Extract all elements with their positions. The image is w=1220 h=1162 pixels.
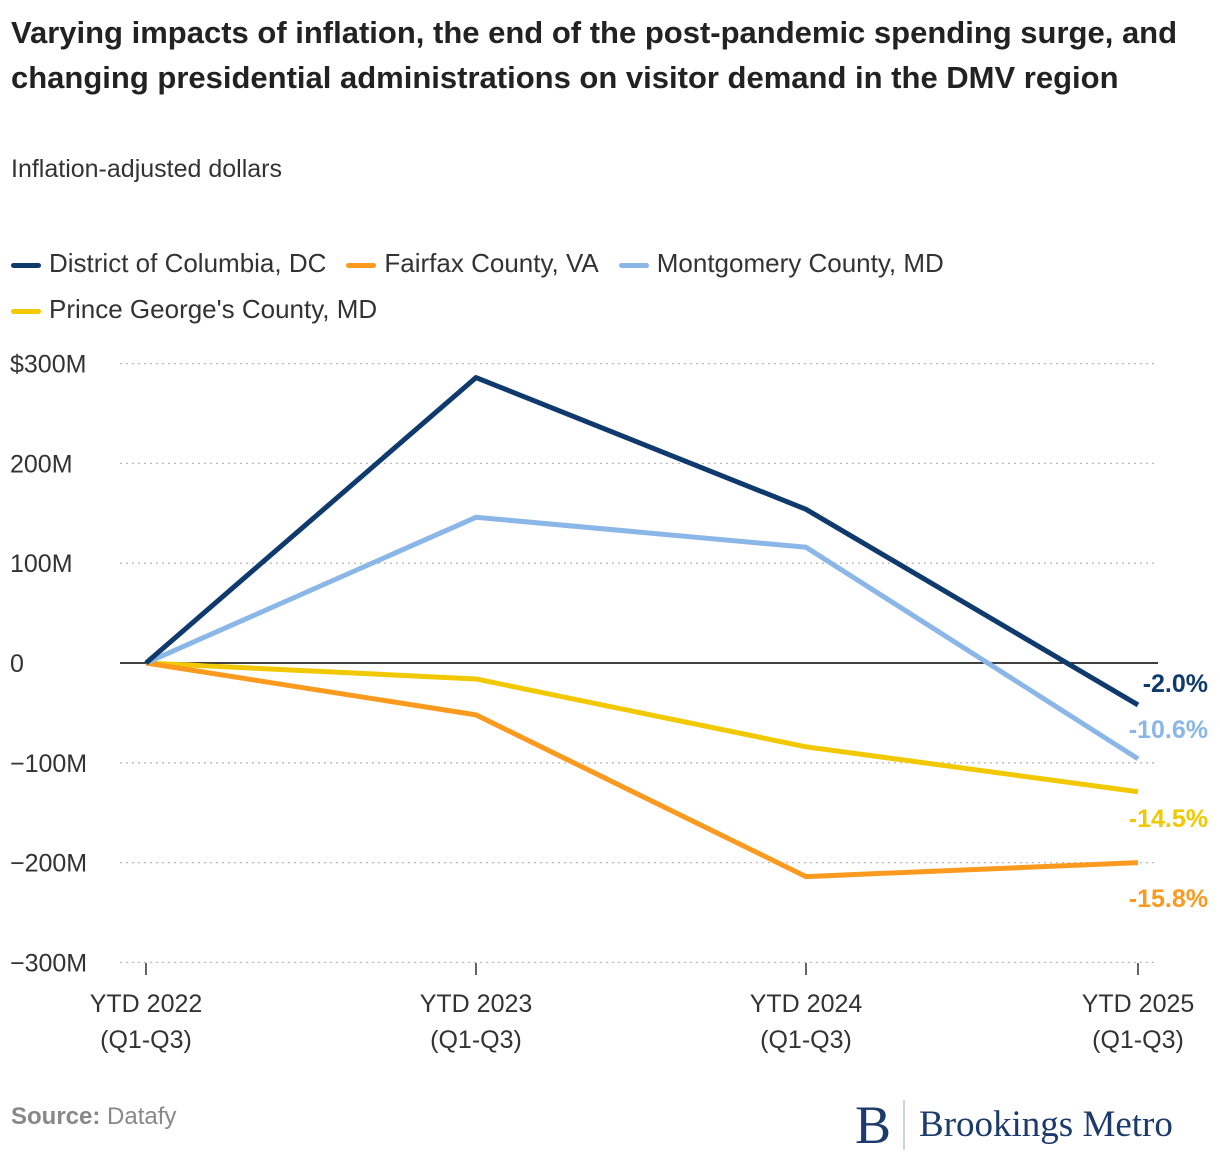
end-label: -10.6%	[1129, 716, 1208, 744]
legend-label: Prince George's County, MD	[49, 294, 378, 324]
legend-swatch	[618, 262, 649, 268]
x-tick-label: (Q1-Q3)	[430, 1026, 522, 1054]
legend-swatch	[346, 262, 377, 268]
x-tick-label: (Q1-Q3)	[100, 1026, 192, 1054]
series-line	[145, 660, 1139, 795]
y-tick-label: 200M	[10, 450, 73, 478]
x-tick-label: YTD 2024	[750, 990, 863, 1018]
brookings-metro-logo: B Brookings Metro	[855, 1094, 1173, 1155]
end-label: -2.0%	[1143, 670, 1208, 698]
series-line	[145, 660, 1139, 880]
legend-swatch	[11, 262, 41, 268]
series-line	[144, 375, 1140, 708]
x-tick-label: (Q1-Q3)	[1092, 1026, 1184, 1054]
legend-label: District of Columbia, DC	[49, 248, 327, 278]
legend-item: Fairfax County, VA	[346, 240, 599, 286]
x-tick-label: YTD 2023	[420, 990, 533, 1018]
legend-item: Prince George's County, MD	[11, 286, 377, 332]
legend-swatch	[11, 308, 41, 314]
legend-label: Montgomery County, MD	[656, 248, 944, 278]
y-tick-label: −200M	[10, 850, 87, 878]
source-value: Datafy	[107, 1103, 177, 1130]
x-tick-label: YTD 2022	[90, 990, 203, 1018]
y-tick-label: 0	[10, 650, 24, 678]
x-tick-label: YTD 2025	[1082, 990, 1195, 1018]
source-note: Source: Datafy	[11, 1103, 176, 1131]
series-line	[144, 514, 1140, 761]
chart-subtitle: Inflation-adjusted dollars	[11, 155, 282, 183]
end-label: -15.8%	[1129, 885, 1208, 913]
x-tick-label: (Q1-Q3)	[760, 1026, 852, 1054]
legend-item: Montgomery County, MD	[618, 240, 944, 286]
y-tick-label: $300M	[10, 351, 86, 379]
legend-label: Fairfax County, VA	[384, 248, 599, 278]
y-tick-label: −300M	[10, 949, 87, 977]
y-tick-label: −100M	[10, 750, 87, 778]
legend: District of Columbia, DC Fairfax County, …	[11, 240, 1211, 332]
end-label: -14.5%	[1129, 805, 1208, 833]
source-label: Source:	[11, 1103, 101, 1130]
y-tick-label: 100M	[10, 550, 73, 578]
chart-title: Varying impacts of inflation, the end of…	[11, 15, 1178, 95]
legend-item: District of Columbia, DC	[11, 240, 326, 286]
